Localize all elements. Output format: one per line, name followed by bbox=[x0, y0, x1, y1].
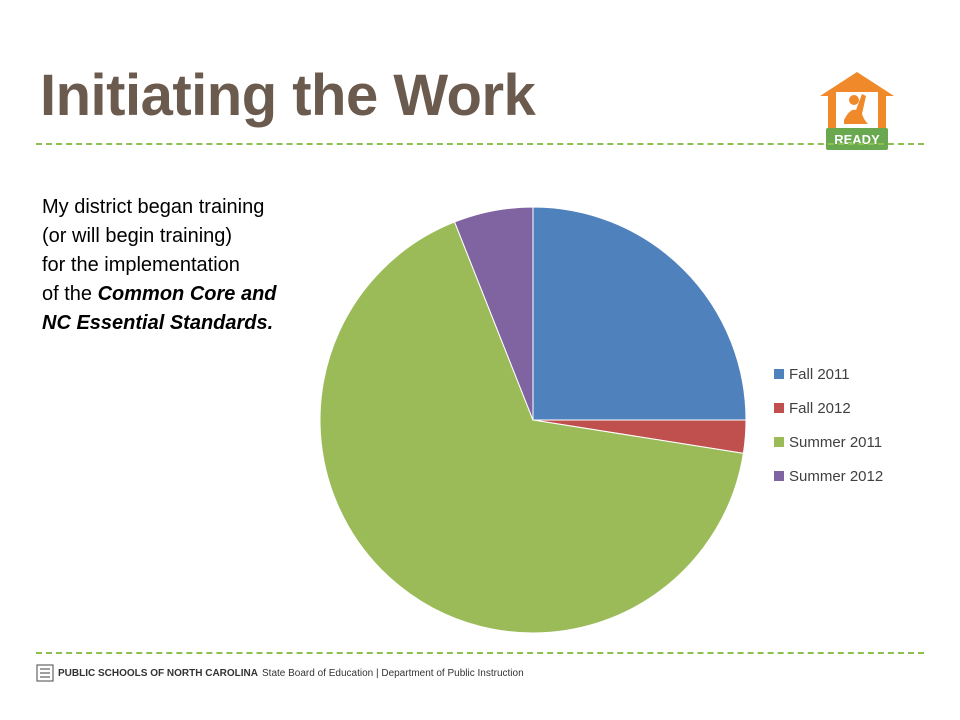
legend-label: Fall 2011 bbox=[789, 365, 850, 383]
body-line-3: for the implementation bbox=[42, 254, 240, 276]
slide-title: Initiating the Work bbox=[40, 63, 536, 128]
body-line-4: of the Common Core and bbox=[42, 280, 277, 309]
body-line-5: NC Essential Standards. bbox=[42, 309, 277, 338]
legend-swatch bbox=[774, 369, 784, 379]
chart-legend: Fall 2011 Fall 2012 Summer 2011 Summer 2012 bbox=[774, 357, 883, 493]
legend-item-fall-2012: Fall 2012 bbox=[774, 391, 883, 425]
pie-svg bbox=[319, 206, 747, 634]
pie-slice-summer-2011 bbox=[319, 221, 744, 634]
footer-department: State Board of Education | Department of… bbox=[262, 667, 524, 679]
ready-logo-icon: READY bbox=[820, 72, 894, 150]
body-line-5-emphasis: NC Essential Standards. bbox=[42, 312, 274, 334]
dpi-seal-icon bbox=[36, 664, 54, 682]
pie-slice-fall-2011 bbox=[532, 206, 747, 421]
legend-label: Summer 2012 bbox=[789, 467, 884, 485]
legend-label: Fall 2012 bbox=[789, 399, 851, 417]
pie-slice-summer-2012 bbox=[453, 206, 534, 421]
legend-swatch bbox=[774, 437, 784, 447]
legend-label: Summer 2011 bbox=[789, 433, 883, 451]
legend-swatch bbox=[774, 403, 784, 413]
footer: PUBLIC SCHOOLS OF NORTH CAROLINA State B… bbox=[36, 664, 524, 682]
legend-item-summer-2012: Summer 2012 bbox=[774, 459, 883, 493]
top-divider bbox=[36, 143, 924, 145]
footer-org: PUBLIC SCHOOLS OF NORTH CAROLINA bbox=[58, 667, 258, 679]
body-text: My district began training (or will begi… bbox=[42, 193, 277, 338]
pie-chart: Fall 2011 Fall 2012 Summer 2011 Summer 2012 bbox=[300, 195, 940, 645]
legend-item-fall-2011: Fall 2011 bbox=[774, 357, 883, 391]
body-line-4-emphasis: Common Core and bbox=[97, 283, 277, 305]
body-line-2: (or will begin training) bbox=[42, 225, 233, 247]
body-line-1: My district began training bbox=[42, 196, 265, 218]
body-line-4-plain: of the bbox=[42, 283, 98, 305]
legend-item-summer-2011: Summer 2011 bbox=[774, 425, 883, 459]
bottom-divider bbox=[36, 652, 924, 654]
legend-swatch bbox=[774, 471, 784, 481]
